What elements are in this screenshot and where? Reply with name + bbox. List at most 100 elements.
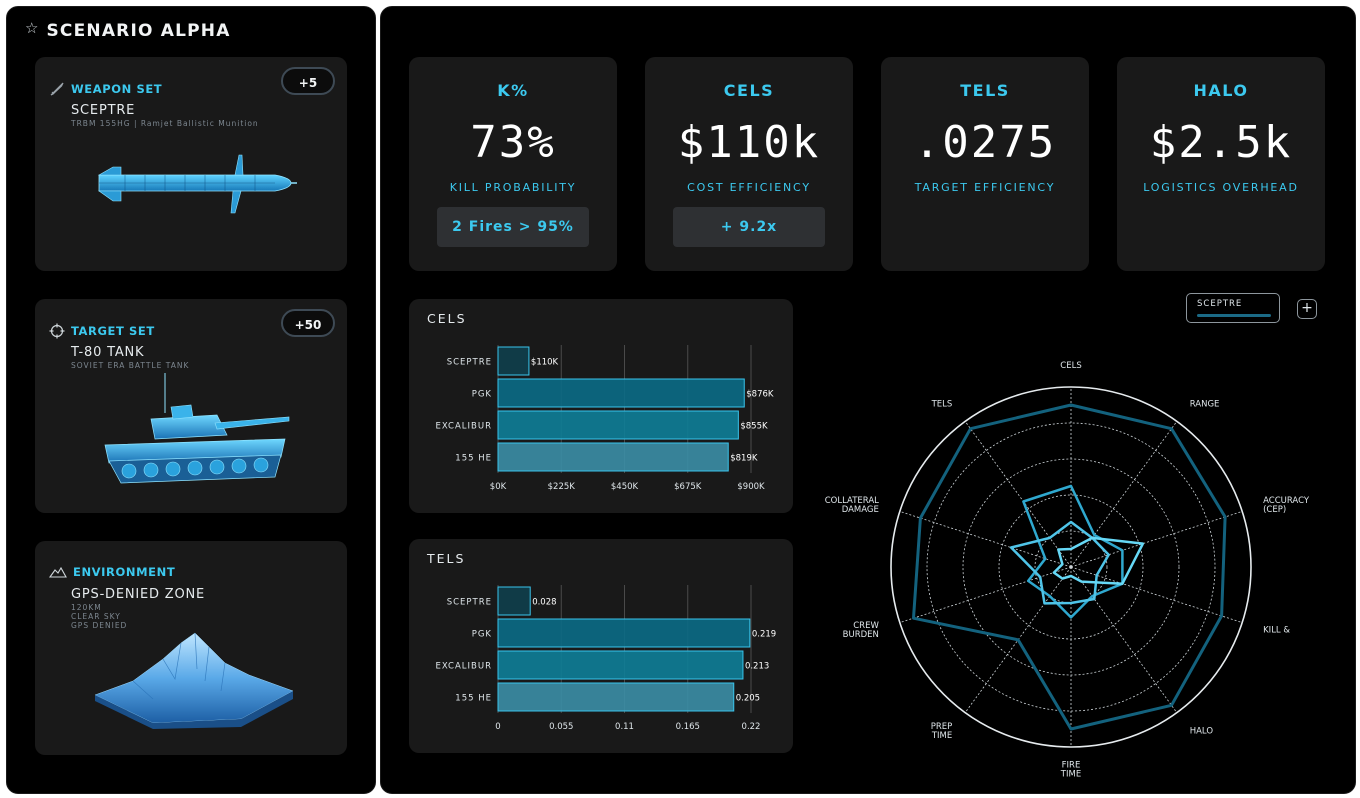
crosshair-icon	[49, 323, 65, 339]
tels-bar-pgk[interactable]	[497, 618, 751, 648]
tank-image	[104, 373, 290, 484]
bar-value-label: $876K	[746, 390, 774, 400]
y-category-label: SCEPTRE	[447, 358, 492, 368]
kpi-subtitle: LOGISTICS OVERHEAD	[1143, 181, 1299, 194]
radar-axis-label: ACCURACY (CEP)	[1263, 496, 1310, 515]
tels-bar-chart: 0 0.055 0.11 0.165 0.22 SCEPTRE 0.028 PGK 0.219 E…	[435, 585, 776, 732]
cels-bar-sceptre[interactable]	[497, 346, 530, 376]
x-tick-label: 0.22	[742, 722, 761, 732]
star-icon[interactable]: ☆	[25, 18, 39, 37]
radar-spoke	[1070, 566, 1178, 713]
weapon-set-card[interactable]: WEAPON SET +5 SCEPTRE TRBM 155HG | Ramje…	[35, 57, 347, 271]
chart-title: TELS	[427, 551, 466, 566]
weapon-name: SCEPTRE	[71, 103, 136, 118]
radar-spoke	[1070, 421, 1178, 568]
radar-axis-label: TELS	[931, 400, 953, 410]
kpi-subtitle: KILL PROBABILITY	[449, 181, 577, 194]
cels-bar-pgk[interactable]	[497, 378, 745, 408]
analysis-panel: K% 73% KILL PROBABILITY 2 Fires > 95% CE…	[380, 6, 1356, 794]
mountain-icon	[49, 566, 67, 578]
y-category-label: SCEPTRE	[447, 598, 492, 608]
legend-swatch	[1197, 314, 1271, 317]
kpi-subtitle: TARGET EFFICIENCY	[914, 181, 1056, 194]
radar-ring	[926, 422, 1216, 712]
target-name: T-80 TANK	[71, 345, 145, 360]
weapon-count-badge[interactable]: +5	[281, 67, 335, 95]
radar-axis-label: RANGE	[1190, 400, 1220, 410]
environment-card[interactable]: ENVIRONMENT GPS-DENIED ZONE 120KM CLEAR …	[35, 541, 347, 755]
radar-series-1[interactable]	[912, 403, 1227, 731]
x-tick-label: 0.165	[676, 722, 700, 732]
cels-bar-chart: $0K $225K $450K $675K $900K SCEPTRE $110K PGK $8…	[435, 345, 774, 492]
kpi-badge: 2 Fires > 95%	[437, 207, 589, 247]
bar-value-label: 0.028	[532, 598, 556, 608]
target-count-badge[interactable]: +50	[281, 309, 335, 337]
chart-title: CELS	[427, 311, 467, 326]
y-category-label: 155 HE	[455, 454, 492, 464]
environment-name: GPS-DENIED ZONE	[71, 587, 206, 602]
cels-bar-155-he[interactable]	[497, 442, 729, 472]
kpi-subtitle: COST EFFICIENCY	[687, 181, 811, 194]
weapon-set-header: WEAPON SET	[49, 81, 162, 97]
terrain-image	[94, 632, 294, 729]
kpi-card-kill-probability[interactable]: K% 73% KILL PROBABILITY 2 Fires > 95%	[409, 57, 617, 271]
bar-value-label: 0.213	[745, 662, 769, 672]
tels-chart-card: TELS 0 0.055 0.11 0.165 0.22 SCEPTRE 0.028 PGK 0…	[409, 539, 793, 753]
kpi-value: 73%	[470, 117, 556, 168]
radar-axis-label: CREW BURDEN	[843, 621, 880, 640]
environment-detail-sky: CLEAR SKY	[71, 612, 121, 621]
x-tick-label: $675K	[674, 482, 702, 492]
radar-series-3[interactable]	[1009, 520, 1110, 605]
radar-spoke	[899, 566, 1072, 624]
kpi-card-logistics-overhead[interactable]: HALO $2.5k LOGISTICS OVERHEAD	[1117, 57, 1325, 271]
kpi-label: HALO	[1193, 81, 1249, 100]
tels-bar-155-he[interactable]	[497, 682, 735, 712]
x-tick-label: 0	[495, 722, 500, 732]
y-category-label: EXCALIBUR	[435, 662, 492, 672]
kpi-card-cost-efficiency[interactable]: CELS $110k COST EFFICIENCY + 9.2x	[645, 57, 853, 271]
radar-axis-label: COLLATERAL DAMAGE	[825, 496, 879, 515]
radar-series-4[interactable]	[1052, 536, 1145, 585]
kpi-label: CELS	[723, 81, 775, 100]
target-set-label: TARGET SET	[71, 324, 155, 338]
cels-chart-card: CELS $0K $225K $450K $675K $900K SCEPTRE $110K…	[409, 299, 793, 513]
x-tick-label: $225K	[548, 482, 576, 492]
cels-bar-excalibur[interactable]	[497, 410, 739, 440]
bar-value-label: $855K	[740, 422, 768, 432]
x-tick-label: $450K	[611, 482, 639, 492]
missile-icon	[50, 82, 64, 96]
bar-value-label: $110K	[531, 358, 559, 368]
x-tick-label: 0.11	[615, 722, 634, 732]
kpi-value: $2.5k	[1149, 117, 1293, 168]
radar-outer-ring	[890, 386, 1252, 748]
series-legend-sceptre[interactable]: SCEPTRE	[1186, 293, 1280, 323]
x-tick-label: 0.055	[549, 722, 573, 732]
kpi-badge: + 9.2x	[673, 207, 825, 247]
weapon-set-label: WEAPON SET	[71, 82, 163, 96]
tels-bar-excalibur[interactable]	[497, 650, 744, 680]
scenario-header: ☆ SCENARIO ALPHA	[25, 18, 231, 41]
scenario-title: SCENARIO ALPHA	[46, 21, 231, 41]
radar-chart: CELS RANGE ACCURACY (CEP) KILL & HALO FIRE TIME…	[825, 361, 1310, 780]
environment-detail-gps: GPS DENIED	[71, 621, 128, 630]
kpi-label: K%	[497, 81, 529, 100]
tels-bar-sceptre[interactable]	[497, 586, 531, 616]
add-series-button[interactable]: +	[1297, 299, 1317, 319]
kpi-value: .0275	[913, 117, 1057, 168]
radar-axis-label: PREP TIME	[931, 722, 953, 741]
target-set-card[interactable]: TARGET SET +50 T-80 TANK SOVIET ERA BATT…	[35, 299, 347, 513]
kpi-card-target-efficiency[interactable]: TELS .0275 TARGET EFFICIENCY	[881, 57, 1089, 271]
bar-value-label: 0.205	[736, 694, 760, 704]
bar-value-label: $819K	[730, 454, 758, 464]
x-tick-label: $900K	[737, 482, 765, 492]
environment-label: ENVIRONMENT	[73, 565, 176, 579]
y-category-label: PGK	[472, 390, 492, 400]
radar-axis-label: HALO	[1190, 726, 1214, 736]
target-description: SOVIET ERA BATTLE TANK	[71, 361, 190, 370]
radar-axis-label: CELS	[1060, 361, 1081, 371]
missile-image	[97, 154, 297, 214]
environment-detail-range: 120KM	[71, 603, 102, 612]
environment-header: ENVIRONMENT	[49, 565, 175, 579]
target-set-header: TARGET SET	[49, 323, 155, 339]
y-category-label: 155 HE	[455, 694, 492, 704]
